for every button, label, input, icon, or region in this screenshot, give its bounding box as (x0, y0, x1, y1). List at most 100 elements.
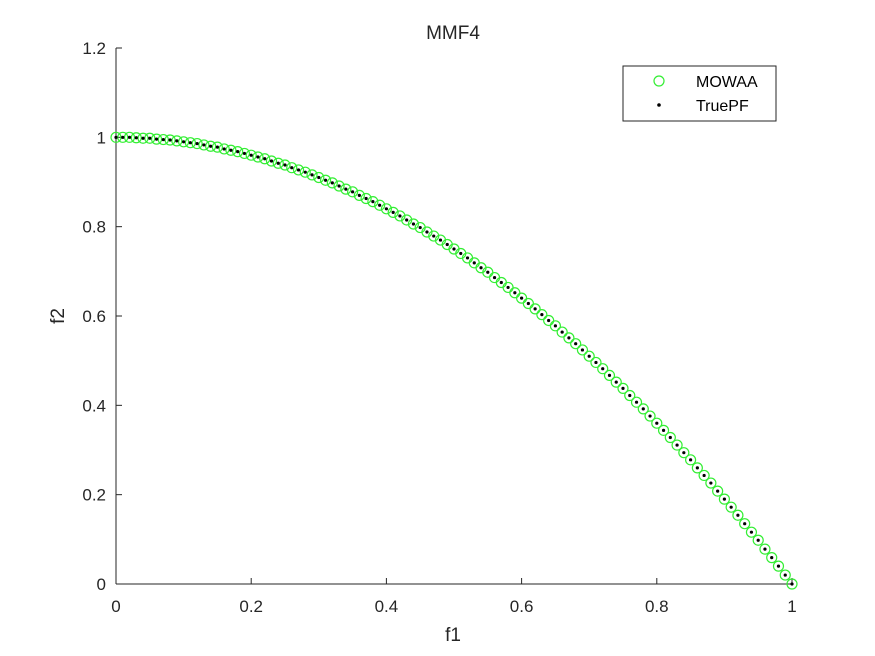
mowaa-point (252, 151, 264, 163)
truepf-point (560, 330, 564, 334)
mowaa-point (272, 157, 284, 169)
mowaa-point (374, 199, 386, 211)
truepf-point (743, 522, 747, 526)
truepf-point (121, 135, 125, 139)
truepf-point (148, 136, 152, 140)
truepf-point (371, 200, 375, 204)
x-ticks: 0 0.2 0.4 0.6 0.8 1 (111, 578, 797, 616)
truepf-point (114, 135, 118, 139)
truepf-point (256, 155, 260, 159)
mowaa-point (718, 493, 731, 505)
truepf-point (702, 473, 706, 478)
truepf-point (236, 150, 240, 154)
truepf-point (357, 193, 361, 197)
mowaa-point (522, 297, 534, 310)
truepf-point (391, 210, 395, 214)
truepf-point (695, 466, 699, 470)
mowaa-point (313, 171, 325, 184)
truepf-point (520, 296, 524, 300)
mowaa-point (664, 431, 676, 444)
legend: MOWAA TruePF (622, 65, 777, 122)
mowaa-point (117, 131, 129, 143)
truepf-point (249, 153, 253, 157)
mowaa-point (225, 144, 237, 156)
truepf-point (303, 170, 307, 174)
truepf-point (330, 181, 334, 185)
truepf-point (506, 285, 510, 290)
mowaa-point (590, 356, 602, 369)
mowaa-point (333, 180, 345, 192)
truepf-point (492, 275, 497, 280)
mowaa-point (543, 314, 555, 327)
truepf-point (344, 187, 348, 191)
mowaa-point (671, 439, 683, 451)
mowaa-point (732, 509, 744, 521)
mowaa-point (597, 363, 609, 375)
mowaa-point (536, 309, 548, 321)
truepf-point (276, 161, 280, 165)
truepf-point (127, 135, 132, 139)
truepf-point (756, 538, 760, 542)
truepf-point (384, 207, 388, 211)
truepf-point (269, 159, 274, 163)
series-mowaa-markers (110, 131, 798, 590)
truepf-point (351, 190, 355, 194)
mowaa-point (644, 410, 656, 422)
truepf-point (465, 256, 470, 260)
truepf-point (452, 247, 456, 251)
mowaa-point (347, 186, 359, 198)
mowaa-point (164, 134, 176, 146)
y-ticks: 0 0.2 0.4 0.6 0.8 1 1.2 (82, 39, 122, 594)
truepf-point (675, 443, 679, 447)
truepf-point (729, 505, 733, 509)
mowaa-point (110, 131, 122, 143)
mowaa-point (171, 135, 183, 147)
mowaa-point (218, 143, 230, 155)
mowaa-point (150, 133, 163, 145)
x-tick-label: 0.8 (645, 597, 669, 616)
mowaa-point (407, 218, 420, 230)
truepf-point (134, 136, 138, 140)
truepf-point (716, 489, 720, 493)
mowaa-point (745, 526, 758, 538)
truepf-point (749, 530, 754, 534)
mowaa-point (319, 174, 332, 186)
truepf-point (364, 196, 368, 201)
truepf-point (648, 414, 652, 418)
mowaa-point (603, 369, 616, 382)
y-tick-label: 0.4 (82, 396, 106, 415)
truepf-point (533, 307, 537, 311)
truepf-point (567, 336, 571, 340)
mowaa-point (144, 132, 156, 144)
mowaa-point (367, 196, 379, 208)
mowaa-point (279, 159, 291, 171)
truepf-point (499, 280, 503, 285)
x-tick-label: 1 (787, 597, 796, 616)
truepf-point (242, 151, 247, 156)
mowaa-point (211, 141, 223, 153)
x-axis-label: f1 (445, 625, 461, 646)
mowaa-point (380, 203, 392, 215)
truepf-point (296, 168, 301, 172)
truepf-point (154, 137, 159, 141)
truepf-point (479, 266, 483, 270)
truepf-point (574, 342, 578, 346)
truepf-point (310, 173, 314, 177)
mowaa-point (556, 326, 568, 338)
truepf-point (323, 178, 328, 182)
truepf-point (290, 166, 294, 170)
mowaa-point (705, 477, 717, 489)
mowaa-point (265, 155, 278, 167)
chart-title: MMF4 (426, 23, 480, 44)
mowaa-point (610, 376, 622, 388)
truepf-point (182, 140, 186, 144)
y-axis-label: f2 (48, 308, 69, 324)
truepf-point (601, 367, 605, 371)
truepf-point (540, 313, 544, 317)
mowaa-point (123, 131, 136, 143)
y-tick-label: 0.2 (82, 486, 106, 505)
mowaa-point (238, 147, 251, 160)
mowaa-point (191, 137, 203, 150)
x-tick-label: 0.4 (375, 597, 399, 616)
truepf-point (770, 556, 774, 560)
